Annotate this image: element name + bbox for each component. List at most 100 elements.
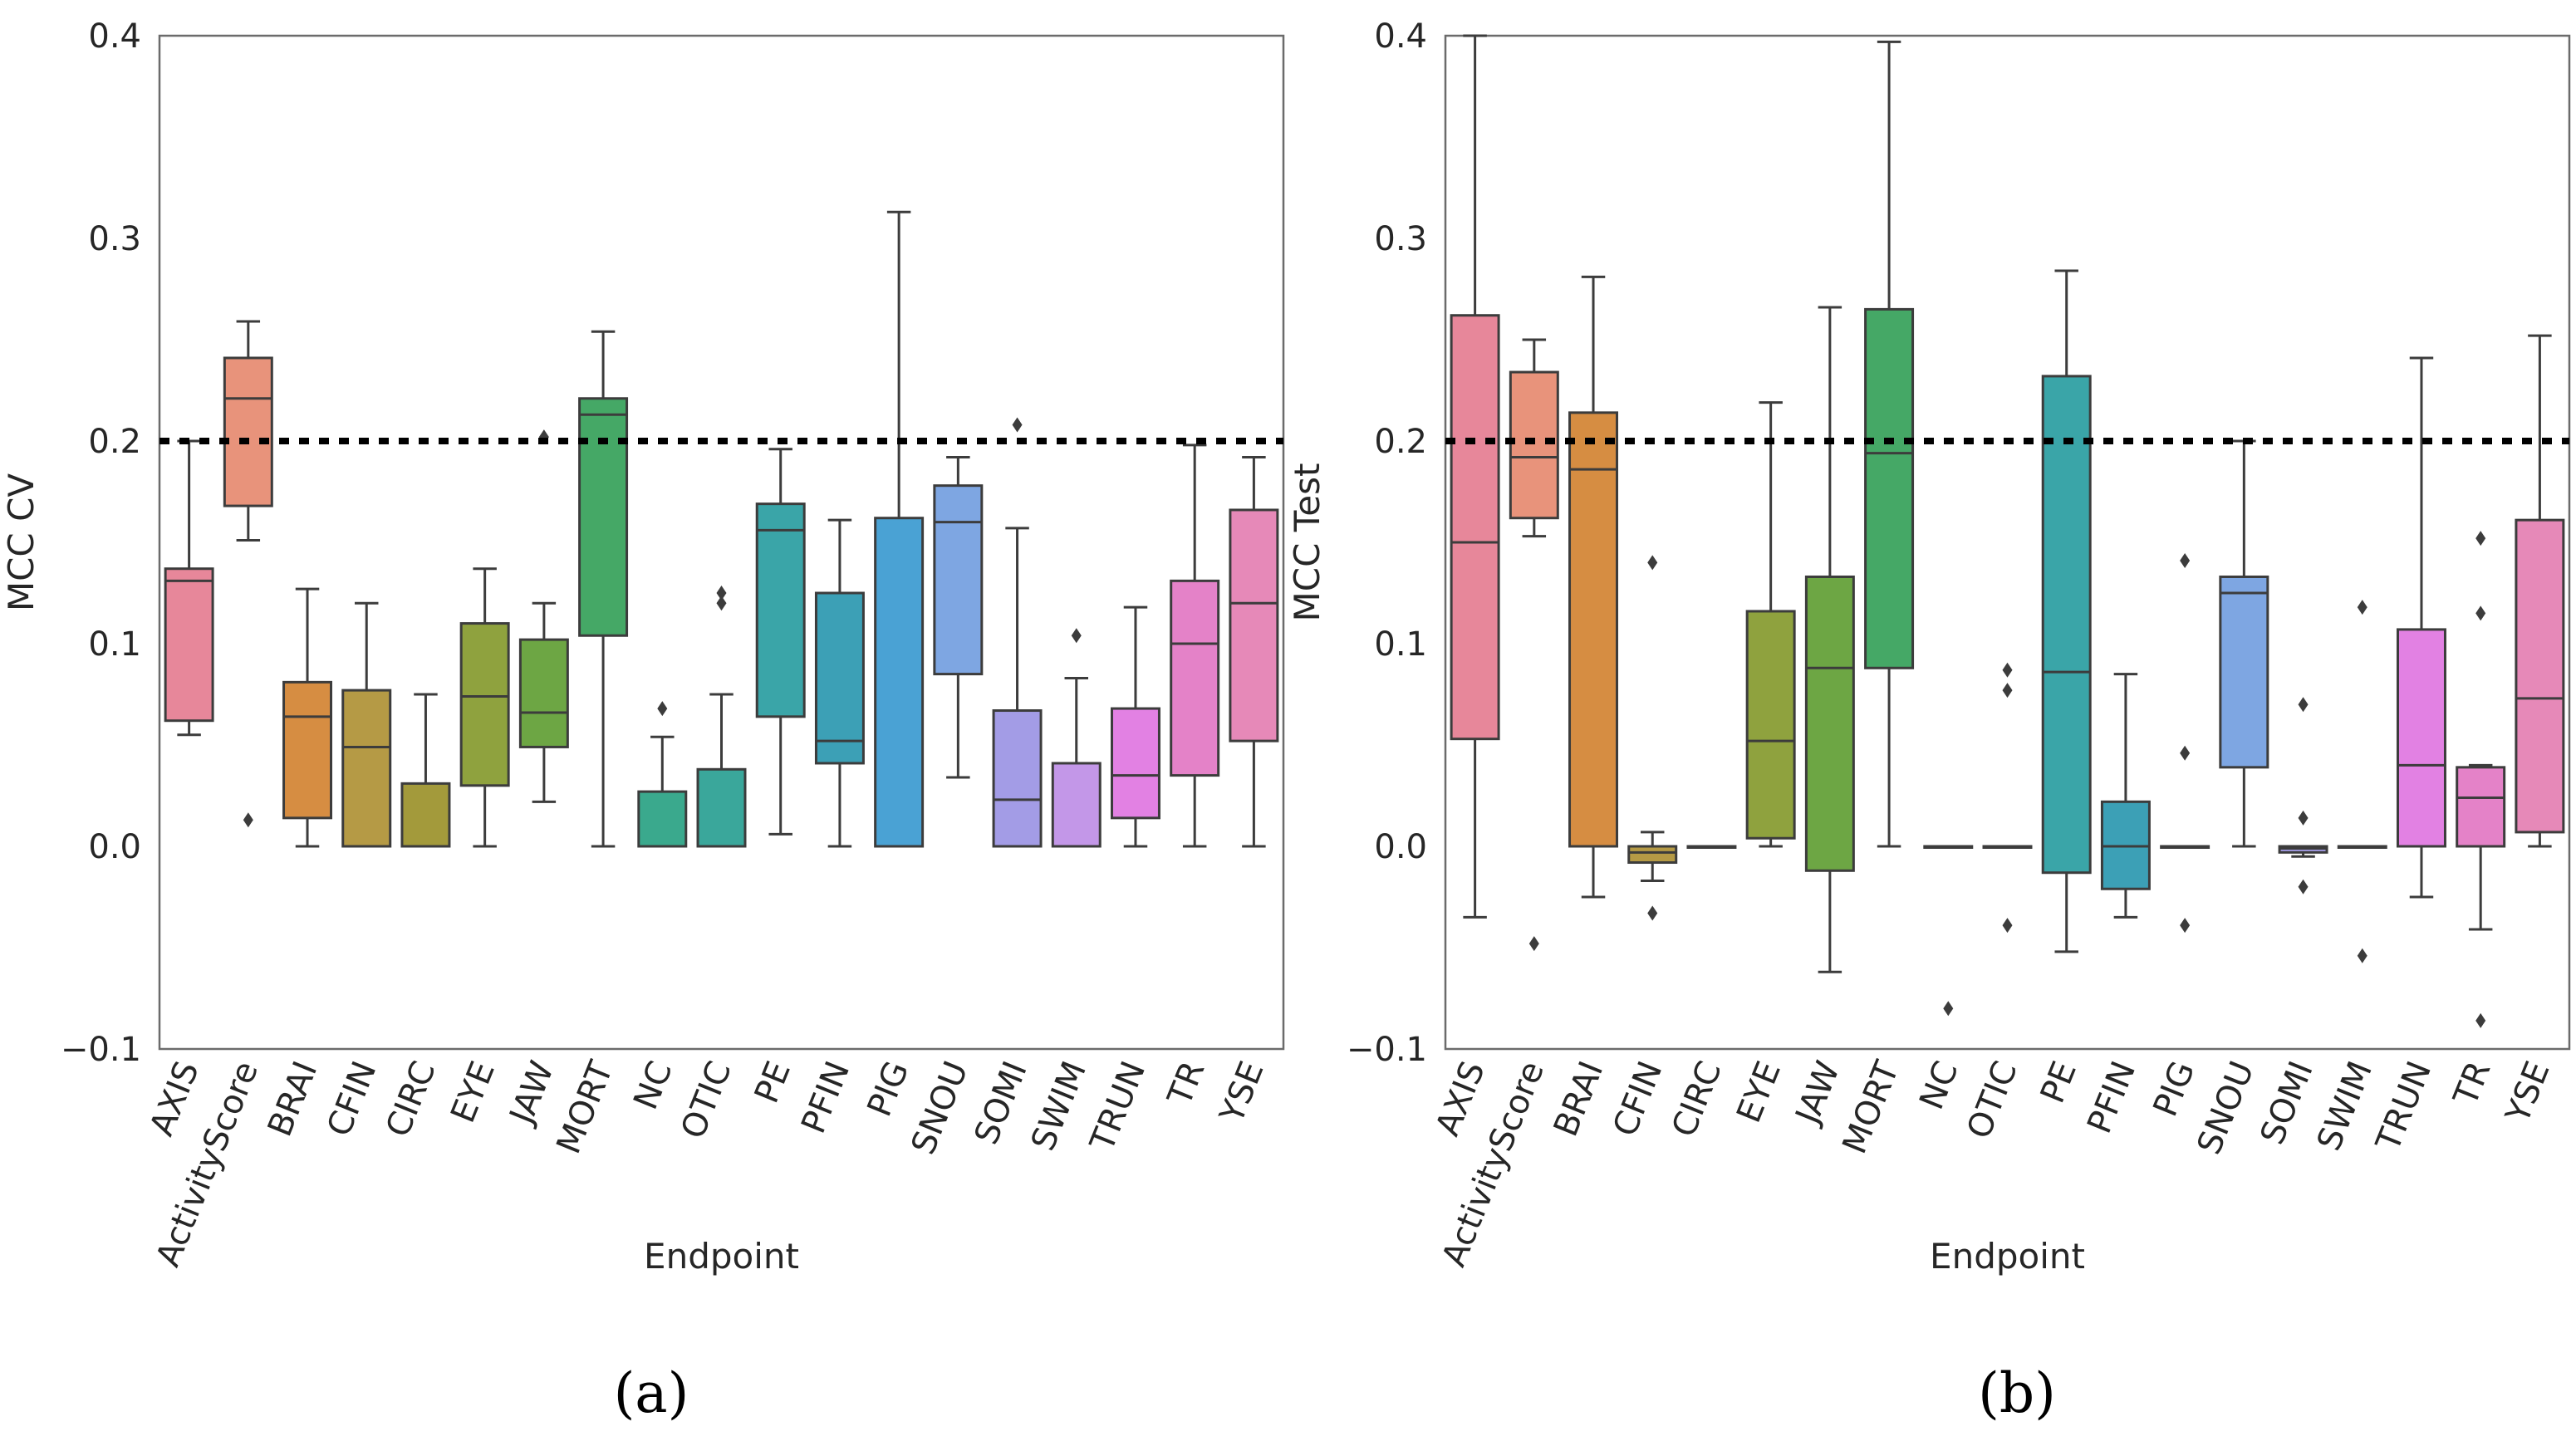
box-eye xyxy=(459,567,510,848)
y-tick-label: 0.2 xyxy=(1374,423,1427,461)
x-tick-label: PIG xyxy=(2147,1056,2203,1122)
outlier-point xyxy=(2002,662,2013,678)
iqr-box xyxy=(400,782,451,848)
iqr-box xyxy=(1450,314,1500,741)
box-swim xyxy=(2337,600,2387,963)
outlier-point xyxy=(2298,697,2309,713)
y-tick-label: 0.4 xyxy=(1374,17,1427,56)
box-circ xyxy=(1686,845,1737,849)
box-brai xyxy=(1568,275,1619,899)
iqr-box xyxy=(282,680,333,820)
box-pfin xyxy=(2100,673,2151,919)
x-tick-label: NC xyxy=(626,1056,680,1115)
iqr-box xyxy=(696,767,747,848)
iqr-box xyxy=(1804,575,1855,872)
y-tick-label: 0.0 xyxy=(88,828,141,866)
outlier-point xyxy=(2475,531,2486,547)
iqr-box xyxy=(1509,370,1559,520)
iqr-box xyxy=(933,484,984,676)
y-tick-label: 0.1 xyxy=(1374,625,1427,664)
box-yse xyxy=(1229,456,1279,848)
iqr-box xyxy=(874,517,925,848)
box-nc xyxy=(637,701,688,848)
box-activityscore xyxy=(223,320,273,828)
iqr-box xyxy=(2219,575,2269,769)
outlier-point xyxy=(2002,683,2013,698)
x-tick-label: YSE xyxy=(1213,1056,1272,1130)
iqr-box xyxy=(2396,628,2446,848)
box-otic xyxy=(696,586,747,848)
x-tick-label: SOMI xyxy=(2254,1056,2321,1150)
x-tick-label: CFIN xyxy=(1606,1056,1670,1142)
y-tick-label: 0.4 xyxy=(88,17,141,56)
x-tick-label: YSE xyxy=(2499,1056,2558,1130)
y-axis-title: MCC Test xyxy=(1287,463,1327,622)
iqr-box xyxy=(755,502,806,718)
box-cfin xyxy=(1627,555,1678,921)
box-trun xyxy=(1110,605,1160,848)
iqr-box xyxy=(1745,610,1796,840)
x-tick-label: BRAI xyxy=(1547,1056,1611,1142)
box-cfin xyxy=(341,601,392,848)
x-tick-label: JAW xyxy=(502,1056,562,1131)
box-nc xyxy=(1923,845,1974,1017)
outlier-point xyxy=(2298,810,2309,826)
box-pfin xyxy=(814,518,865,848)
box-tr xyxy=(2456,531,2506,1028)
box-somi xyxy=(992,417,1043,848)
box-pig xyxy=(2160,552,2210,934)
box-tr xyxy=(1170,444,1220,848)
y-tick-label: −0.1 xyxy=(61,1031,141,1069)
x-tick-label: PFIN xyxy=(794,1056,857,1140)
outlier-point xyxy=(1012,417,1023,433)
box-mort xyxy=(578,330,629,848)
box-circ xyxy=(400,693,451,848)
outlier-point xyxy=(1071,628,1082,644)
outlier-point xyxy=(716,586,727,600)
y-tick-label: 0.1 xyxy=(88,625,141,664)
box-brai xyxy=(282,587,333,848)
iqr-box xyxy=(164,567,214,723)
x-tick-label: BRAI xyxy=(261,1056,325,1142)
box-yse xyxy=(2515,334,2565,848)
y-tick-label: 0.3 xyxy=(88,220,141,258)
box-snou xyxy=(2219,439,2269,848)
box-eye xyxy=(1745,401,1796,848)
box-pe xyxy=(755,448,806,836)
box-otic xyxy=(1982,662,2033,934)
iqr-box xyxy=(1051,762,1102,848)
box-swim xyxy=(1051,628,1102,848)
box-trun xyxy=(2396,356,2446,899)
panel-a-caption: (a) xyxy=(614,1361,689,1425)
outlier-point xyxy=(2298,879,2309,894)
plot-frame xyxy=(1444,34,2571,1051)
box-axis xyxy=(1450,34,1500,919)
x-tick-label: PIG xyxy=(861,1056,917,1122)
outlier-point xyxy=(1647,905,1658,921)
iqr-box xyxy=(814,591,865,765)
outlier-point xyxy=(2475,605,2486,621)
outlier-point xyxy=(1528,936,1539,952)
x-tick-label: CFIN xyxy=(320,1056,384,1142)
iqr-box xyxy=(1170,579,1220,777)
outlier-point xyxy=(2002,918,2013,934)
outlier-point xyxy=(2475,1012,2486,1028)
box-pe xyxy=(2041,269,2092,953)
panel-b-caption: (b) xyxy=(1978,1361,2056,1425)
box-snou xyxy=(933,456,984,779)
iqr-box xyxy=(992,709,1043,848)
box-axis xyxy=(164,439,214,737)
x-tick-label: EYE xyxy=(1730,1056,1788,1129)
x-tick-label: EYE xyxy=(444,1056,503,1129)
box-pig xyxy=(874,210,925,848)
iqr-box xyxy=(459,622,510,787)
outlier-point xyxy=(2357,600,2367,615)
iqr-box xyxy=(1627,845,1678,865)
y-tick-label: 0.2 xyxy=(88,423,141,461)
x-tick-label: OTIC xyxy=(674,1056,738,1144)
x-axis-title: Endpoint xyxy=(1930,1236,2085,1277)
outlier-point xyxy=(2180,552,2191,568)
